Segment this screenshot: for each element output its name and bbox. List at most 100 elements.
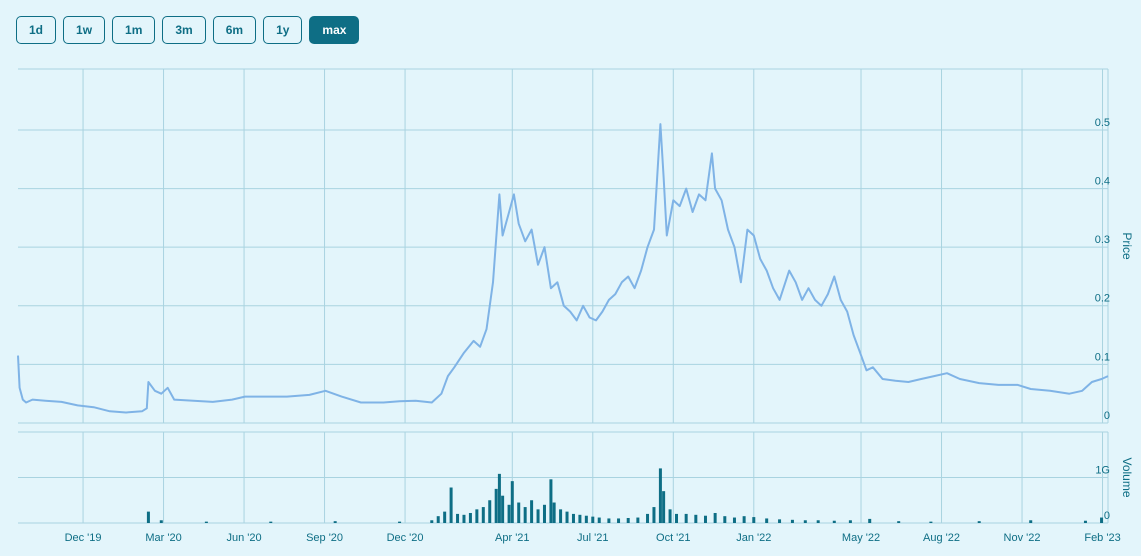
volume-bar xyxy=(675,513,679,523)
volume-bar xyxy=(530,500,534,523)
volume-bar xyxy=(436,516,440,523)
volume-bar xyxy=(668,509,672,523)
range-buttons: 1d 1w 1m 3m 6m 1y max xyxy=(16,16,360,44)
volume-bar xyxy=(848,520,852,523)
y-tick-label: 0.1 xyxy=(1095,351,1110,363)
x-tick-label: Jan '22 xyxy=(736,532,771,544)
volume-bar xyxy=(204,521,208,523)
volume-bar xyxy=(742,516,746,523)
volume-bar xyxy=(430,520,434,523)
volume-bar xyxy=(443,511,447,523)
volume-bar xyxy=(507,504,511,523)
y-tick-label: 0.3 xyxy=(1095,234,1110,246)
volume-bar xyxy=(1100,517,1104,523)
volume-bar xyxy=(778,519,782,523)
volume-bar xyxy=(723,516,727,523)
x-tick-label: May '22 xyxy=(842,532,880,544)
volume-bar xyxy=(584,515,588,523)
volume-bar xyxy=(559,509,563,523)
x-tick-label: Jun '20 xyxy=(226,532,261,544)
y-tick-label: 0.2 xyxy=(1095,293,1110,305)
volume-bar xyxy=(468,512,472,523)
range-button[interactable]: max xyxy=(309,16,360,44)
range-button[interactable]: 1w xyxy=(63,16,106,44)
volume-bar xyxy=(832,520,836,523)
volume-bar xyxy=(517,502,521,523)
volume-bar xyxy=(501,495,505,523)
volume-bar xyxy=(333,521,337,523)
volume-bar xyxy=(475,509,479,523)
y-axis-title: Volume xyxy=(1120,457,1134,497)
volume-bar xyxy=(636,517,640,523)
volume-bar xyxy=(1029,520,1033,523)
y-tick-label: 0 xyxy=(1104,410,1110,422)
y-tick-label: 0.5 xyxy=(1095,117,1110,129)
volume-bar xyxy=(510,481,514,523)
volume-bar xyxy=(269,521,273,523)
volume-bar xyxy=(591,516,595,523)
volume-bar xyxy=(626,517,630,523)
range-button[interactable]: 1y xyxy=(263,16,303,44)
range-button[interactable]: 1d xyxy=(16,16,57,44)
y-axis-title: Price xyxy=(1120,232,1134,260)
volume-bar xyxy=(578,514,582,523)
x-tick-label: Sep '20 xyxy=(306,532,343,544)
volume-bar xyxy=(732,517,736,523)
x-tick-label: Mar '20 xyxy=(145,532,181,544)
y-tick-label: 0.4 xyxy=(1095,175,1110,187)
volume-bar xyxy=(617,518,621,523)
volume-bar xyxy=(523,507,527,523)
volume-bar xyxy=(565,511,569,523)
range-button[interactable]: 3m xyxy=(162,16,206,44)
volume-bar xyxy=(929,521,933,523)
volume-bar xyxy=(597,517,601,523)
volume-bar xyxy=(694,514,698,523)
volume-bar xyxy=(816,520,820,523)
volume-bar xyxy=(607,518,611,523)
volume-bar xyxy=(652,507,656,523)
volume-bar xyxy=(646,513,650,523)
price-line xyxy=(17,123,1109,414)
volume-bar xyxy=(765,518,769,523)
volume-bar xyxy=(803,520,807,523)
volume-bar xyxy=(897,521,901,523)
volume-bar xyxy=(549,479,553,523)
x-tick-label: Jul '21 xyxy=(577,532,608,544)
volume-bar xyxy=(462,514,466,523)
x-tick-label: Oct '21 xyxy=(656,532,691,544)
volume-bar xyxy=(456,513,460,523)
range-button[interactable]: 1m xyxy=(112,16,156,44)
volume-bar xyxy=(662,491,666,523)
volume-bar xyxy=(658,468,662,523)
volume-bar xyxy=(1083,520,1087,523)
volume-bar xyxy=(449,487,453,523)
volume-bar xyxy=(552,502,556,523)
volume-bar xyxy=(488,500,492,523)
y-tick-label: 1G xyxy=(1095,464,1110,476)
volume-bar xyxy=(713,512,717,523)
volume-bar xyxy=(571,513,575,523)
volume-bar xyxy=(494,488,498,523)
volume-bar xyxy=(868,518,872,523)
volume-bar xyxy=(481,507,485,523)
volume-bar xyxy=(398,521,402,523)
volume-bar xyxy=(752,517,756,523)
x-tick-label: Dec '20 xyxy=(387,532,424,544)
volume-bar xyxy=(497,473,501,523)
x-tick-label: Nov '22 xyxy=(1004,532,1041,544)
y-tick-label: 0 xyxy=(1104,510,1110,522)
volume-bar xyxy=(146,511,150,523)
volume-bar xyxy=(703,515,707,523)
volume-bar xyxy=(536,509,540,523)
range-button[interactable]: 6m xyxy=(212,16,257,44)
volume-bar xyxy=(159,520,163,523)
volume-bar xyxy=(542,504,546,523)
x-tick-label: Dec '19 xyxy=(65,532,102,544)
volume-bar xyxy=(977,521,981,523)
x-tick-label: Apr '21 xyxy=(495,532,530,544)
x-tick-label: Feb '23 xyxy=(1084,532,1120,544)
volume-bar xyxy=(790,519,794,523)
volume-bar xyxy=(684,513,688,523)
